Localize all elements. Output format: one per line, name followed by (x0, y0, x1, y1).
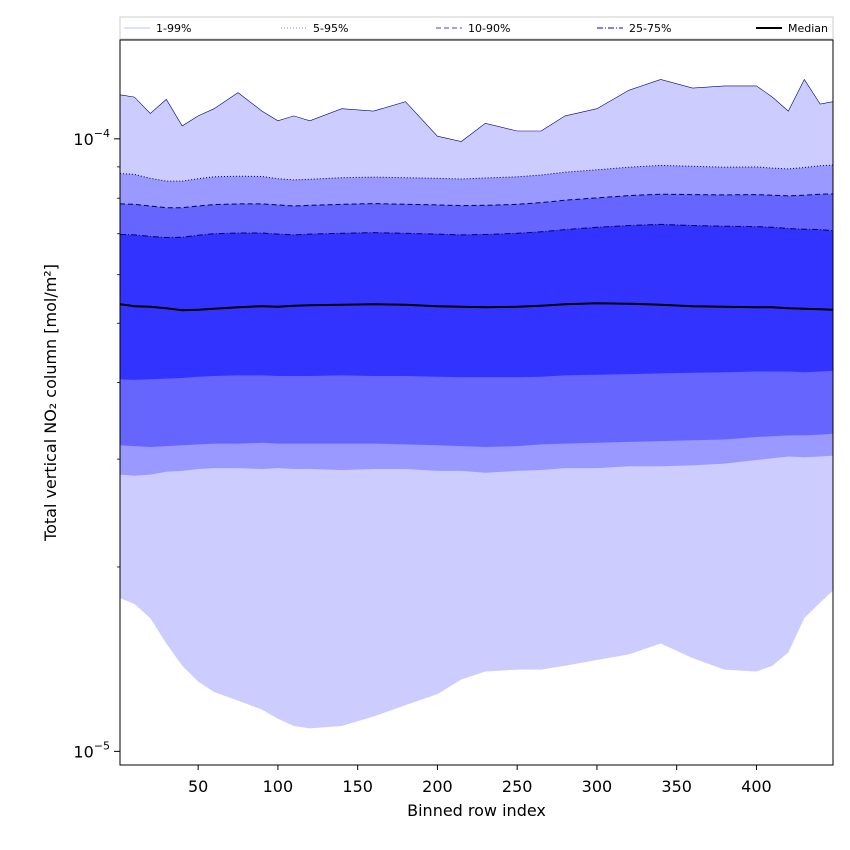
y-tick-label: 10−4 (73, 127, 110, 149)
legend: 1-99% 5-95% 10-90% 25-75% Median (119, 16, 834, 40)
x-tick-label: 150 (342, 777, 373, 796)
legend-label: 25-75% (629, 22, 671, 35)
legend-label: 5-95% (313, 22, 348, 35)
legend-label: 10-90% (468, 22, 510, 35)
y-axis-label: Total vertical NO₂ column [mol/m²] (41, 264, 60, 542)
legend-item: 25-75% (597, 22, 671, 35)
legend-item: 1-99% (124, 22, 191, 35)
legend-label: Median (788, 22, 828, 35)
band-edge-10-90% (119, 193, 834, 209)
legend-item: Median (756, 22, 828, 35)
y-axis: 10−5 10−4 (73, 127, 120, 761)
band-edge-5-95% (119, 164, 834, 182)
legend-items: 1-99% 5-95% 10-90% 25-75% Median (124, 22, 828, 35)
legend-item: 5-95% (281, 22, 348, 35)
x-tick-label: 250 (502, 777, 533, 796)
legend-box (119, 16, 834, 40)
x-tick-label: 400 (741, 777, 772, 796)
band-edge-25-75% (119, 223, 834, 239)
y-tick-label: 10−5 (73, 739, 110, 761)
band-edge-1-99% (119, 78, 834, 142)
x-tick-label: 100 (263, 777, 294, 796)
legend-label: 1-99% (156, 22, 191, 35)
plot-frame (119, 39, 834, 766)
x-tick-label: 300 (582, 777, 613, 796)
median-layer (119, 302, 834, 312)
legend-item: 10-90% (436, 22, 510, 35)
x-axis: 50 100 150 200 250 300 350 400 (188, 765, 772, 796)
x-axis-label: Binned row index (407, 801, 546, 820)
bands-layer (119, 78, 834, 729)
median-line (119, 302, 834, 312)
x-tick-label: 350 (661, 777, 692, 796)
x-tick-label: 200 (422, 777, 453, 796)
band-25-75% (120, 224, 833, 380)
x-tick-label: 50 (188, 777, 208, 796)
